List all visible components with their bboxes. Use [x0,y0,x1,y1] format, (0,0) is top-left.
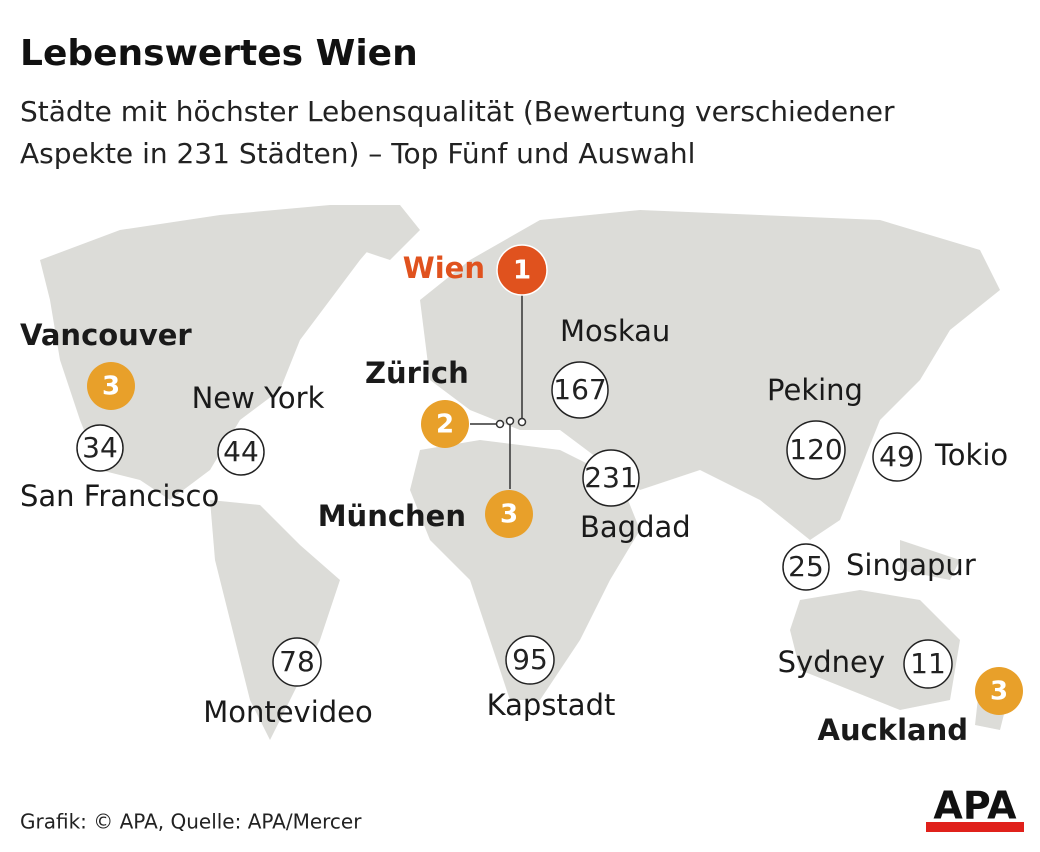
logo: APA [926,784,1024,832]
rank-badge [87,362,135,410]
rank: 120 [789,433,842,466]
rank: 167 [553,373,606,406]
city-name: Zürich [365,356,469,390]
rank-badge [551,361,609,419]
rank-badge [421,400,469,448]
rank: 3 [990,677,1008,707]
rank: 44 [223,435,259,468]
rank: 3 [102,372,120,402]
connectors [470,295,527,489]
rank-badge [217,428,265,476]
rank: 49 [879,440,915,473]
city-name: Sydney [778,645,885,679]
rank: 2 [436,410,454,440]
rank-badge [505,635,555,685]
rank: 231 [584,461,637,494]
city-name: Tokio [934,438,1008,472]
subtitle: Aspekte in 231 Städten) – Top Fünf und A… [20,137,695,170]
rank-badge [872,432,922,482]
rank-badge [485,490,533,538]
city-name: Peking [767,373,863,407]
rank: 25 [788,550,824,583]
city-name: Singapur [846,548,976,582]
rank: 78 [279,645,315,678]
rank: 11 [910,647,946,680]
rank-badge [903,639,953,689]
rank-badge [975,667,1023,715]
city-name: München [318,499,466,533]
rank: 95 [512,643,548,676]
rank-badge [786,420,846,480]
city-name: Bagdad [580,510,691,544]
city-name: Kapstadt [487,688,616,722]
rank-badge [782,543,830,591]
subtitle: Städte mit höchster Lebensqualität (Bewe… [20,95,895,128]
rank: 3 [500,500,518,530]
city-name: Moskau [560,314,670,348]
city-name: Vancouver [20,318,192,352]
rank: 34 [82,431,118,464]
city-name: San Francisco [20,479,219,513]
world-map [40,205,1010,740]
logo-bar [926,822,1024,832]
rank-badge [272,637,322,687]
rank-badge [496,244,548,296]
city-name: New York [192,381,325,415]
rank: 1 [513,256,531,286]
logo-text: APA [933,784,1017,828]
rank-badge [582,449,640,507]
source: Grafik: © APA, Quelle: APA/Mercer [20,810,362,834]
rank-badge [76,424,124,472]
city-name: Montevideo [203,695,373,729]
title: Lebenswertes Wien [20,33,418,74]
city-name: Wien [403,251,485,285]
city-name: Auckland [818,713,968,747]
